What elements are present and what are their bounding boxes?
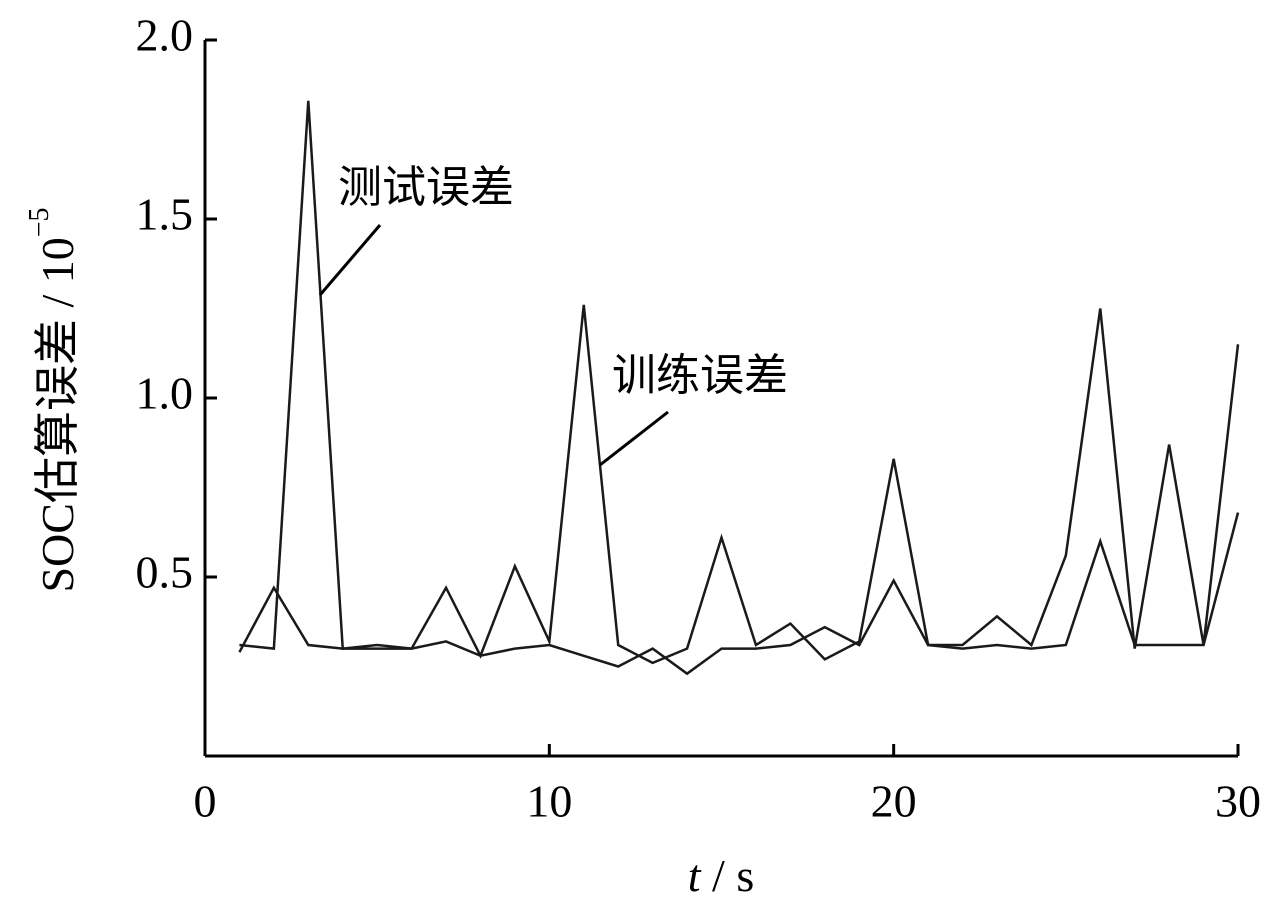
series-annotation: 测试误差 (338, 162, 514, 213)
series-line (238, 512, 1240, 676)
x-axis-label-var: t (688, 850, 702, 901)
x-tick-label: 10 (526, 776, 572, 827)
series-annotation: 训练误差 (612, 350, 788, 401)
y-axis-label-text: SOC估算误差 / 10 (32, 237, 83, 592)
x-tick-label: 30 (1215, 776, 1261, 827)
y-tick-label: 2.0 (136, 10, 194, 61)
x-tick-label: 20 (871, 776, 917, 827)
x-tick-label: 0 (194, 776, 217, 827)
x-axis-label-unit: / s (701, 850, 755, 901)
y-axis-label: SOC估算误差 / 10−5 (24, 207, 82, 592)
y-axis-label-exponent: −5 (24, 207, 55, 237)
annotation-leader (318, 224, 382, 296)
x-axis-label: t / s (688, 850, 754, 901)
y-tick-label: 1.5 (136, 189, 194, 240)
annotation-leader (599, 410, 669, 467)
y-tick-label: 1.0 (136, 368, 194, 419)
y-tick-label: 0.5 (136, 547, 194, 598)
